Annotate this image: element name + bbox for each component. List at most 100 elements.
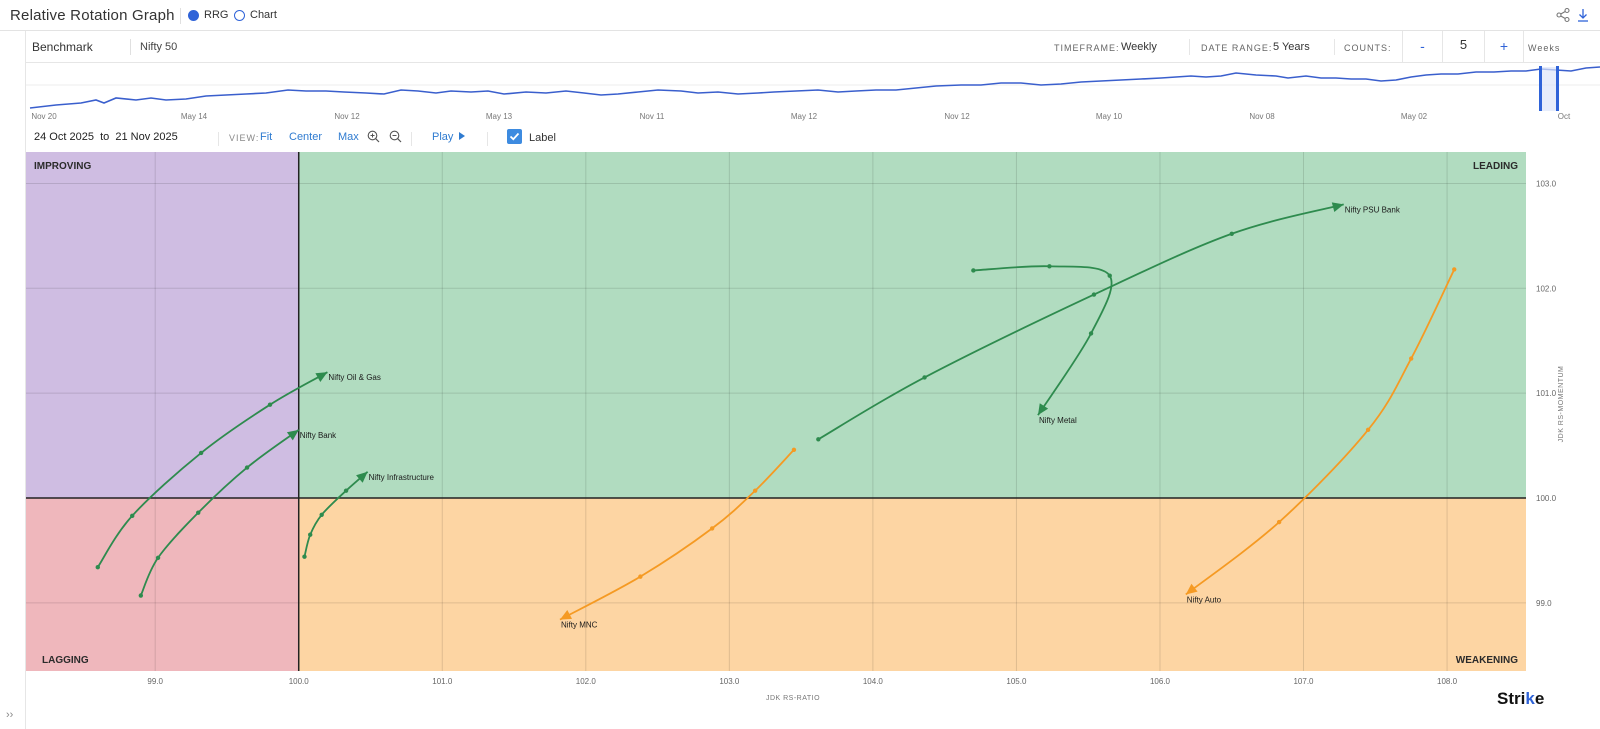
series-nifty-psu-bank[interactable]: Nifty PSU Bank (816, 202, 1401, 442)
data-point[interactable] (302, 554, 307, 559)
data-point[interactable] (244, 465, 250, 470)
data-point[interactable] (1107, 273, 1112, 278)
date-navigator[interactable]: Nov 20 May 14 Nov 12 May 13 Nov 11 May 1… (26, 63, 1600, 123)
navigator-tick: Nov 12 (334, 112, 360, 121)
x-axis-title: JDK RS-RATIO (766, 695, 820, 702)
data-point[interactable] (95, 565, 100, 570)
series-nifty-mnc[interactable]: Nifty MNC (559, 447, 797, 630)
quadrant-label-weakening: WEAKENING (1456, 655, 1518, 666)
divider (1189, 39, 1190, 55)
data-point[interactable] (1408, 356, 1414, 361)
timeframe-select[interactable]: Weekly (1121, 41, 1157, 53)
page-title: Relative Rotation Graph (10, 7, 175, 24)
quadrant-improving (26, 152, 299, 498)
x-tick-label: 108.0 (1437, 677, 1458, 686)
data-point[interactable] (267, 402, 273, 407)
quadrant-leading (298, 152, 1526, 498)
quadrant-lagging (26, 498, 299, 671)
y-tick-label: 102.0 (1536, 284, 1557, 293)
x-tick-label: 101.0 (432, 677, 453, 686)
navigator-line (26, 66, 1600, 111)
series-nifty-metal[interactable]: Nifty Metal (971, 264, 1113, 425)
x-tick-label: 106.0 (1150, 677, 1171, 686)
fit-button[interactable]: Fit (260, 131, 273, 143)
data-point[interactable] (816, 437, 821, 442)
data-point[interactable] (1229, 231, 1234, 236)
data-point[interactable] (155, 555, 161, 560)
data-point[interactable] (1365, 427, 1371, 433)
divider (411, 132, 412, 146)
y-tick-label: 100.0 (1536, 494, 1557, 503)
data-point[interactable] (1091, 292, 1097, 297)
x-tick-label: 100.0 (289, 677, 310, 686)
navigator-tick: May 13 (485, 112, 513, 121)
data-point[interactable] (198, 450, 204, 456)
date-range-select[interactable]: 5 Years (1273, 41, 1310, 53)
arrowhead-icon (1037, 403, 1049, 416)
data-point[interactable] (791, 447, 797, 452)
data-point[interactable] (1276, 519, 1282, 525)
label-checkbox-text: Label (529, 132, 556, 144)
data-point[interactable] (138, 593, 144, 598)
benchmark-select[interactable]: Nifty 50 (140, 41, 178, 53)
zoom-out-icon[interactable] (389, 130, 402, 143)
logo-accent: k (1525, 689, 1535, 708)
data-point[interactable] (1088, 331, 1094, 336)
counts-increment-button[interactable]: + (1484, 31, 1524, 62)
expand-sidebar-icon[interactable]: ›› (6, 709, 14, 721)
date-range-label: DATE RANGE: (1201, 43, 1273, 53)
x-tick-label: 107.0 (1293, 677, 1314, 686)
series-nifty-oil-gas[interactable]: Nifty Oil & Gas (95, 371, 381, 570)
arrowhead-icon (1185, 583, 1198, 595)
quadrant-label-leading: LEADING (1473, 161, 1518, 172)
divider (1334, 39, 1335, 55)
data-point[interactable] (1452, 267, 1457, 272)
arrowhead-icon (315, 372, 328, 382)
navigator-tick: May 12 (790, 112, 818, 121)
series-tail (559, 449, 795, 621)
series-nifty-infrastructure[interactable]: Nifty Infrastructure (302, 471, 435, 559)
data-point[interactable] (709, 526, 715, 531)
left-rail: ›› (0, 31, 26, 729)
series-tail (1185, 269, 1456, 596)
series-nifty-auto[interactable]: Nifty Auto (1185, 267, 1457, 604)
logo-text: e (1534, 689, 1545, 708)
logo-text: Stri (1497, 689, 1526, 708)
data-point[interactable] (752, 488, 758, 493)
arrowhead-icon (356, 471, 368, 483)
data-point[interactable] (308, 532, 313, 537)
divider (487, 132, 488, 146)
navigator-tick: May 02 (1400, 112, 1428, 121)
arrowhead-icon (1331, 202, 1344, 213)
series-nifty-bank[interactable]: Nifty Bank (138, 429, 338, 598)
play-button[interactable]: Play (432, 131, 466, 143)
rrg-radio[interactable]: RRG (188, 9, 228, 21)
data-point[interactable] (130, 513, 135, 519)
counts-input[interactable]: 5 (1442, 31, 1484, 62)
rrg-radio-label: RRG (204, 9, 229, 21)
zoom-in-icon[interactable] (367, 130, 380, 143)
data-point[interactable] (196, 510, 201, 515)
top-bar: Relative Rotation Graph RRG Chart (0, 0, 1600, 31)
series-label: Nifty Metal (1039, 416, 1077, 425)
data-point[interactable] (971, 268, 976, 273)
y-tick-label: 103.0 (1536, 179, 1557, 188)
data-point[interactable] (1047, 264, 1052, 269)
data-point[interactable] (638, 574, 643, 579)
quadrant-weakening (298, 498, 1526, 671)
arrowhead-icon (286, 429, 299, 441)
data-point[interactable] (319, 512, 324, 517)
share-icon[interactable] (1556, 7, 1570, 23)
data-point[interactable] (922, 375, 927, 380)
y-axis-title: JDK RS-MOMENTUM (1558, 366, 1565, 443)
label-checkbox[interactable] (507, 129, 522, 144)
download-icon[interactable] (1576, 7, 1590, 23)
counts-unit: Weeks (1528, 43, 1561, 53)
counts-decrement-button[interactable]: - (1402, 31, 1442, 62)
chart-radio[interactable]: Chart (234, 9, 277, 21)
center-button[interactable]: Center (289, 131, 323, 143)
play-label: Play (432, 131, 454, 143)
max-button[interactable]: Max (338, 131, 359, 143)
data-point[interactable] (343, 488, 349, 493)
